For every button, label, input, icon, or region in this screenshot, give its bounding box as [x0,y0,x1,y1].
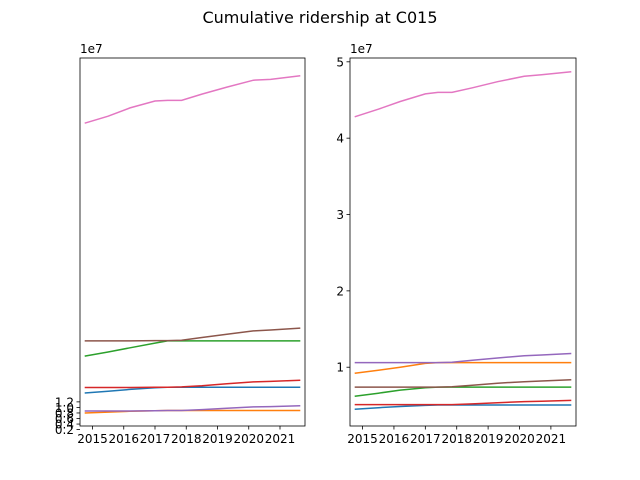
y-tick-label: 0.2 [55,423,74,437]
x-tick-label: 2015 [77,432,108,446]
series-line-6 [354,379,572,388]
series-line-4 [354,399,572,406]
figure-title: Cumulative ridership at C015 [202,8,437,27]
x-tick-label: 2018 [171,432,202,446]
x-tick-label: 2017 [140,432,171,446]
x-tick-label: 2020 [233,432,264,446]
x-tick-label: 2017 [410,432,441,446]
series-line-7 [84,74,301,124]
x-tick-label: 2015 [347,432,378,446]
x-tick-label: 2018 [441,432,472,446]
left-subplot: 2015 2016 2017 2018 2019 2020 2021 0.20.40.60.8… [55,42,306,446]
series-line-5 [84,405,301,412]
y-tick-label: 1 [336,361,344,375]
y-offset-label: 1e7 [80,42,103,56]
series-line-4 [84,379,301,389]
x-tick-label: 2016 [108,432,139,446]
series-line-7 [354,70,572,118]
series-line-6 [84,327,301,342]
y-tick-label: 0.6 [55,412,74,426]
x-tick-label: 2020 [504,432,535,446]
y-tick-label: 0.4 [55,418,74,432]
y-tick-label: 5 [336,55,344,69]
y-tick-label: 1.2 [55,395,74,409]
right-subplot: 2015 2016 2017 2018 2019 2020 2021 1 2 3 4 5 1e7 [336,42,577,446]
y-tick-label: 2 [336,284,344,298]
series-line-5 [354,352,572,364]
y-tick-label: 0.8 [55,406,74,420]
y-offset-label: 1e7 [350,42,373,56]
axes-frame [79,57,306,427]
x-tick-label: 2019 [202,432,233,446]
y-tick-label: 4 [336,132,344,146]
x-tick-label: 2021 [265,432,296,446]
y-tick-label: 1.0 [55,401,74,415]
axes-frame [349,57,577,427]
x-tick-label: 2016 [379,432,410,446]
y-tick-label: 3 [336,208,344,222]
x-tick-label: 2021 [536,432,567,446]
x-tick-label: 2019 [473,432,504,446]
